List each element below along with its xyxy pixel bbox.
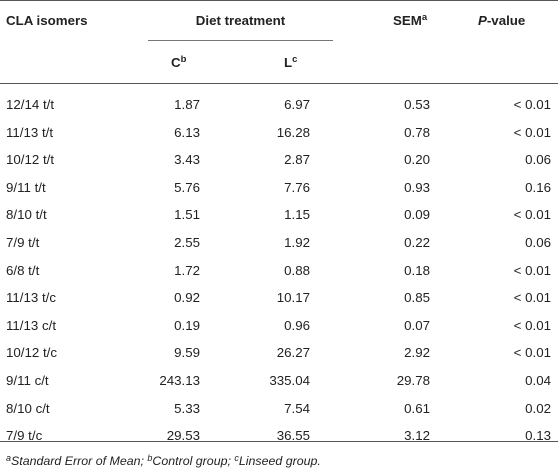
cell-sem: 0.09 — [404, 207, 430, 222]
header-p-rest: -value — [486, 13, 526, 28]
cell-l: 10.17 — [276, 290, 310, 305]
cell-isomer: 8/10 t/t — [6, 207, 47, 222]
cell-l: 1.92 — [284, 235, 310, 250]
cell-sem: 0.85 — [404, 290, 430, 305]
cell-sem: 3.12 — [404, 428, 430, 443]
header-c: Cb — [171, 55, 186, 71]
cell-p-value: < 0.01 — [513, 207, 551, 222]
diet-treatment-rule — [148, 40, 333, 41]
footnote-c-text: Linseed group. — [238, 454, 321, 468]
cell-l: 1.15 — [284, 207, 310, 222]
header-c-sup: b — [180, 54, 187, 65]
cell-sem: 0.61 — [404, 401, 430, 416]
cell-c: 9.59 — [174, 345, 200, 360]
cell-c: 2.55 — [174, 235, 200, 250]
cell-l: 26.27 — [276, 345, 310, 360]
cell-sem: 0.07 — [404, 318, 430, 333]
cell-l: 2.87 — [284, 152, 310, 167]
cell-l: 0.96 — [284, 318, 310, 333]
footnote-b-sup: b — [147, 453, 153, 463]
cell-p-value: < 0.01 — [513, 290, 551, 305]
cell-c: 5.33 — [174, 401, 200, 416]
cell-isomer: 7/9 t/c — [6, 428, 43, 443]
cell-p-value: < 0.01 — [513, 345, 551, 360]
cell-sem: 0.22 — [404, 235, 430, 250]
cell-isomer: 6/8 t/t — [6, 263, 40, 278]
header-cla-isomers: CLA isomers — [6, 13, 88, 28]
cell-l: 0.88 — [284, 263, 310, 278]
cell-l: 7.54 — [284, 401, 310, 416]
cell-c: 1.87 — [174, 97, 200, 112]
cell-isomer: 10/12 t/c — [6, 345, 58, 360]
header-p-italic: P — [478, 13, 487, 28]
cell-sem: 29.78 — [396, 373, 430, 388]
cell-c: 1.72 — [174, 263, 200, 278]
cell-p-value: 0.06 — [525, 235, 551, 250]
cell-l: 16.28 — [276, 125, 310, 140]
cell-l: 7.76 — [284, 180, 310, 195]
header-l-sup: c — [292, 54, 298, 65]
cell-isomer: 7/9 t/t — [6, 235, 40, 250]
footnote-c-sup: c — [234, 453, 239, 463]
cell-c: 1.51 — [174, 207, 200, 222]
footnote-a-sup: a — [6, 453, 12, 463]
cell-sem: 0.53 — [404, 97, 430, 112]
cell-isomer: 8/10 c/t — [6, 401, 50, 416]
cell-isomer: 12/14 t/t — [6, 97, 55, 112]
cell-isomer: 11/13 t/t — [6, 125, 54, 140]
cell-isomer: 11/13 c/t — [6, 318, 57, 333]
cell-isomer: 11/13 t/c — [6, 290, 57, 305]
cell-l: 36.55 — [276, 428, 310, 443]
cell-sem: 0.93 — [404, 180, 430, 195]
cell-c: 5.76 — [174, 180, 200, 195]
header-p-value: P-value — [478, 13, 525, 29]
cell-p-value: < 0.01 — [513, 263, 551, 278]
cell-p-value: < 0.01 — [513, 318, 551, 333]
cell-l: 6.97 — [284, 97, 310, 112]
cell-c: 0.19 — [174, 318, 200, 333]
cell-c: 0.92 — [174, 290, 200, 305]
cell-sem: 2.92 — [404, 345, 430, 360]
cell-isomer: 10/12 t/t — [6, 152, 55, 167]
cell-p-value: < 0.01 — [513, 125, 551, 140]
cell-p-value: 0.02 — [525, 401, 551, 416]
cell-isomer: 9/11 t/t — [6, 180, 46, 195]
header-l: Lc — [284, 55, 297, 71]
cell-sem: 0.20 — [404, 152, 430, 167]
cell-p-value: 0.13 — [525, 428, 551, 443]
cell-p-value: 0.16 — [525, 180, 551, 195]
cell-sem: 0.18 — [404, 263, 430, 278]
cell-c: 3.43 — [174, 152, 200, 167]
cell-l: 335.04 — [269, 373, 310, 388]
header-c-label: C — [171, 55, 181, 70]
header-bottom-rule — [0, 83, 558, 84]
cell-sem: 0.78 — [404, 125, 430, 140]
footnote-a-text: Standard Error of Mean; — [11, 454, 148, 468]
header-l-label: L — [284, 55, 293, 70]
cell-c: 29.53 — [166, 428, 200, 443]
cell-p-value: 0.04 — [525, 373, 551, 388]
header-sem-sup: a — [421, 12, 428, 23]
cell-isomer: 9/11 c/t — [6, 373, 49, 388]
header-diet-treatment: Diet treatment — [195, 13, 286, 28]
header-sem-label: SEM — [393, 13, 422, 28]
cell-c: 243.13 — [159, 373, 200, 388]
cell-p-value: 0.06 — [525, 152, 551, 167]
header-sem: SEMa — [393, 13, 427, 29]
table-top-rule — [0, 0, 558, 1]
footnote-b-text: Control group; — [152, 454, 235, 468]
cell-p-value: < 0.01 — [513, 97, 551, 112]
table-footnote: aStandard Error of Mean; bControl group;… — [6, 453, 321, 469]
cell-c: 6.13 — [174, 125, 200, 140]
table-bottom-rule — [0, 441, 558, 442]
